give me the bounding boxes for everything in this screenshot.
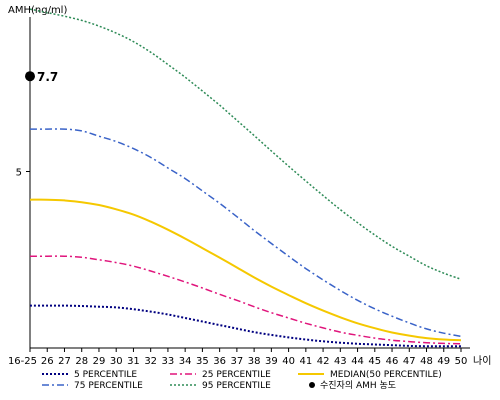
x-tick-label: 43 xyxy=(334,356,347,367)
x-tick-label: 16-25 xyxy=(8,356,37,367)
x-tick-label: 48 xyxy=(420,356,433,367)
x-tick-label: 28 xyxy=(75,356,88,367)
x-tick-label: 42 xyxy=(317,356,330,367)
legend: 5 PERCENTILE 25 PERCENTILE MEDIAN(50 PERCE… xyxy=(42,370,442,391)
x-tick-label: 31 xyxy=(127,356,140,367)
x-tick-label: 36 xyxy=(213,356,226,367)
legend-marker-label: 수진자의 AMH 농도 xyxy=(320,380,396,391)
x-tick-label: 34 xyxy=(179,356,192,367)
x-tick-label: 26 xyxy=(41,356,54,367)
series-line xyxy=(29,8,462,280)
x-tick-label: 45 xyxy=(368,356,381,367)
series-line xyxy=(30,304,461,348)
legend-label: 25 PERCENTILE xyxy=(202,370,271,380)
x-tick-label: 32 xyxy=(144,356,157,367)
legend-label: 5 PERCENTILE xyxy=(74,370,137,380)
series-line xyxy=(30,128,462,338)
x-tick-label: 27 xyxy=(58,356,71,367)
plot-area: AMH(ng/ml) 나이 5 10 16-25 26 27 28 29 30 31 32 33 3… xyxy=(8,0,491,367)
legend-label: 95 PERCENTILE xyxy=(202,381,271,391)
x-tick-label: 47 xyxy=(403,356,416,367)
x-tick-label: 39 xyxy=(265,356,278,367)
series-lines xyxy=(29,8,462,348)
x-tick-label: 41 xyxy=(299,356,312,367)
legend-label: MEDIAN(50 PERCENTILE) xyxy=(330,370,442,380)
y-tick-label: 5 xyxy=(16,168,22,179)
x-tick-label: 33 xyxy=(162,356,175,367)
y-tick-label: 10 xyxy=(9,0,22,2)
x-tick-label: 46 xyxy=(386,356,399,367)
patient-marker-dot xyxy=(25,71,35,82)
y-ticks: 5 10 xyxy=(9,0,30,179)
x-tick-label: 50 xyxy=(455,356,468,367)
legend-marker-dot xyxy=(309,382,315,388)
x-ticks: 16-25 26 27 28 29 30 31 32 33 34 35 36 37 38 39 40 41 42 4… xyxy=(8,348,467,367)
x-tick-label: 37 xyxy=(231,356,244,367)
series-line xyxy=(30,255,462,345)
series-line xyxy=(29,198,462,342)
patient-marker-label: 7.7 xyxy=(37,70,58,84)
x-tick-label: 38 xyxy=(248,356,261,367)
x-tick-label: 30 xyxy=(110,356,123,367)
patient-marker: 7.7 xyxy=(25,70,58,84)
legend-label: 75 PERCENTILE xyxy=(74,381,143,391)
x-axis-label: 나이 xyxy=(473,355,491,367)
x-tick-label: 44 xyxy=(351,356,364,367)
x-tick-label: 49 xyxy=(437,356,450,367)
x-tick-label: 29 xyxy=(93,356,106,367)
x-tick-label: 40 xyxy=(282,356,295,367)
y-axis-label: AMH(ng/ml) xyxy=(8,5,67,16)
x-tick-label: 35 xyxy=(196,356,209,367)
